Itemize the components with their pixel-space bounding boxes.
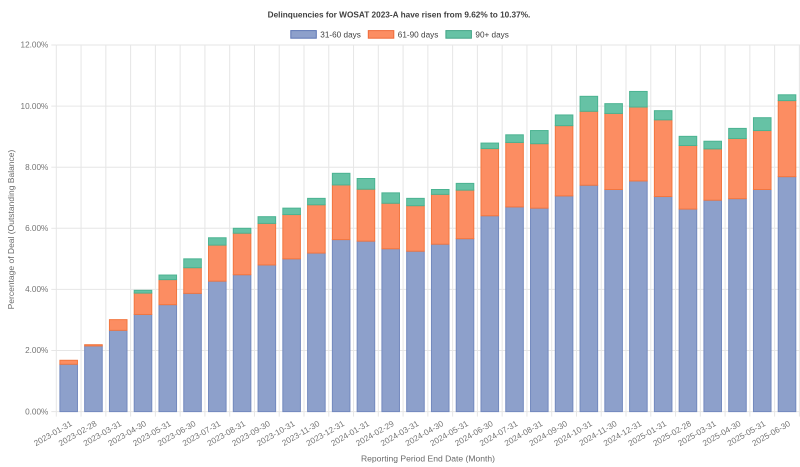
svg-text:90+ days: 90+ days — [475, 30, 508, 39]
svg-text:0.00%: 0.00% — [25, 407, 48, 416]
svg-text:4.00%: 4.00% — [25, 285, 48, 294]
svg-text:6.00%: 6.00% — [25, 224, 48, 233]
svg-text:12.00%: 12.00% — [21, 41, 49, 50]
svg-text:8.00%: 8.00% — [25, 163, 48, 172]
svg-text:Percentage of Deal (Outstandin: Percentage of Deal (Outstanding Balance) — [6, 149, 16, 309]
svg-text:31-60 days: 31-60 days — [320, 30, 361, 39]
svg-text:Delinquencies for WOSAT 2023-A: Delinquencies for WOSAT 2023-A have rise… — [268, 11, 531, 20]
svg-text:Reporting Period End Date (Mon: Reporting Period End Date (Month) — [361, 454, 495, 464]
svg-text:10.00%: 10.00% — [21, 102, 49, 111]
svg-text:61-90 days: 61-90 days — [398, 30, 439, 39]
svg-text:2.00%: 2.00% — [25, 346, 48, 355]
